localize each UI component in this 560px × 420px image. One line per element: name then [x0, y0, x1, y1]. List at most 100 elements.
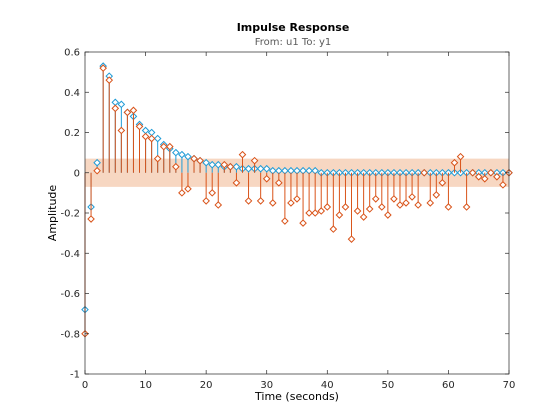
chart-subtitle: From: u1 To: y1 [255, 37, 332, 48]
data-point [275, 179, 283, 187]
y-tick-label: 0.2 [64, 128, 80, 139]
data-point [165, 142, 174, 151]
data-point [232, 179, 241, 187]
data-point [377, 203, 386, 211]
y-tick-label: 0 [74, 168, 80, 179]
data-point [305, 209, 313, 217]
data-point [256, 164, 265, 173]
x-tick-label: 10 [139, 380, 152, 391]
data-point [220, 160, 229, 169]
data-point [214, 201, 223, 209]
data-point [208, 189, 217, 197]
data-point [87, 215, 95, 223]
data-point [329, 225, 338, 233]
data-point [129, 106, 138, 115]
data-point [93, 166, 101, 175]
data-point [390, 195, 398, 203]
data-point [172, 148, 180, 157]
data-point [414, 201, 422, 209]
series-layer [81, 62, 513, 338]
data-point [202, 197, 210, 205]
data-point [420, 168, 429, 177]
data-point [159, 142, 168, 151]
data-point [480, 174, 489, 183]
data-point [450, 158, 459, 167]
data-point [487, 168, 495, 177]
data-point [238, 150, 247, 159]
y-tick-label: -0.6 [60, 289, 80, 300]
data-point [281, 217, 289, 225]
data-point [135, 122, 144, 131]
data-point [353, 207, 362, 215]
data-point [462, 203, 471, 211]
tick-layer: 0 10 20 30 40 50 60 70 -1 -0.8 -0.6 -0.4 -0.2 0 0.2 0.4… [60, 48, 515, 392]
data-point [111, 104, 120, 113]
data-point [232, 162, 241, 171]
data-point [226, 162, 235, 171]
x-tick-label: 0 [82, 380, 88, 391]
data-point [190, 154, 198, 163]
data-point [287, 199, 295, 207]
data-point [141, 132, 150, 141]
data-point [293, 195, 301, 203]
data-point [426, 199, 435, 207]
x-tick-label: 30 [260, 380, 273, 391]
y-tick-label: -1 [70, 370, 80, 381]
data-point [468, 168, 477, 177]
data-point [499, 181, 507, 189]
plot-area [85, 52, 509, 374]
x-axis-label: Time (seconds) [254, 390, 339, 403]
data-point [123, 108, 132, 117]
data-point [244, 197, 253, 205]
data-point [117, 126, 126, 135]
data-point [456, 152, 465, 161]
data-point [347, 235, 356, 243]
data-point [244, 164, 253, 173]
data-point [256, 197, 265, 205]
data-point [262, 164, 271, 173]
data-point [117, 100, 126, 109]
data-point [262, 174, 271, 183]
data-point [438, 179, 447, 187]
data-point [384, 211, 392, 219]
data-point [214, 160, 223, 169]
data-point [341, 203, 350, 211]
data-point [432, 191, 441, 199]
x-tick-label: 60 [442, 380, 455, 391]
data-point [93, 158, 101, 167]
y-axis-label: Amplitude [46, 185, 59, 242]
data-point [196, 156, 204, 165]
data-point [311, 209, 319, 217]
data-point [359, 213, 368, 221]
data-point [371, 195, 380, 203]
data-point [493, 172, 501, 181]
data-point [444, 203, 453, 211]
data-point [178, 150, 186, 159]
x-tick-label: 70 [503, 380, 516, 391]
series-2 [81, 64, 513, 338]
data-point [147, 134, 156, 143]
data-point [402, 199, 410, 207]
y-tick-label: 0.6 [64, 48, 80, 59]
data-point [250, 156, 259, 165]
data-point [396, 201, 404, 209]
data-point [299, 219, 307, 227]
data-point [184, 185, 192, 193]
y-tick-label: -0.2 [60, 209, 80, 220]
data-point [172, 162, 180, 171]
data-point [178, 189, 186, 197]
x-tick-label: 20 [200, 380, 213, 391]
data-point [335, 211, 344, 219]
y-tick-label: -0.8 [60, 329, 80, 340]
x-tick-label: 50 [381, 380, 394, 391]
data-point [105, 76, 114, 84]
data-point [323, 203, 332, 211]
data-point [99, 64, 107, 72]
x-tick-label: 40 [321, 380, 334, 391]
data-point [408, 193, 416, 201]
y-tick-label: 0.4 [64, 88, 80, 99]
data-point [153, 134, 162, 143]
data-point [184, 152, 192, 161]
data-point [202, 158, 210, 167]
